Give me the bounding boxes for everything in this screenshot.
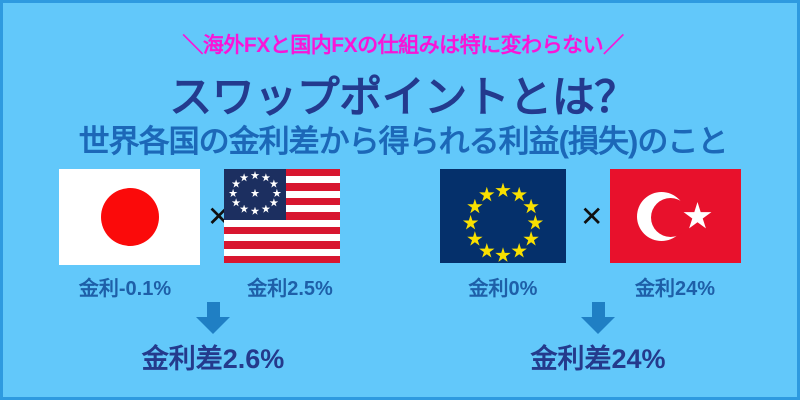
- flag-row: ✕ 金利0% 金利24%: [428, 169, 768, 300]
- page-title: スワップポイントとは？: [169, 74, 637, 122]
- multiply-symbol-right: ✕: [580, 201, 604, 232]
- flag-slot-japan: [59, 169, 200, 265]
- eyebrow-text: ＼海外FXと国内FXの仕組みは特に変わらない／: [182, 34, 624, 57]
- rate-difference-left: 金利差2.6%: [141, 344, 285, 374]
- flag-slot-usa: [224, 169, 340, 263]
- flag-slot-turkey: [610, 169, 741, 263]
- currency-pair-jpy-usd: ✕: [43, 169, 383, 374]
- turkey-flag: [610, 169, 741, 263]
- rate-label-usa: 金利2.5%: [247, 278, 333, 300]
- down-arrow-icon: [581, 302, 615, 334]
- usa-flag: [224, 169, 340, 263]
- down-arrow-icon: [196, 302, 230, 334]
- subtitle-text: 世界各国の金利差から得られる利益(損失)のこと: [78, 124, 729, 159]
- arrow-wrap-right: [428, 302, 768, 334]
- flag-row: ✕: [43, 169, 383, 300]
- currency-pair-eur-try: ✕ 金利0% 金利24% 金利差24%: [428, 169, 768, 374]
- flag-slot-eu: [440, 169, 566, 263]
- rate-label-turkey: 金利24%: [634, 278, 716, 300]
- rate-difference-right: 金利差24%: [530, 344, 666, 374]
- rate-label-eu: 金利0%: [468, 278, 538, 300]
- japan-sun-disc-icon: [100, 188, 159, 246]
- arrow-wrap-left: [43, 302, 383, 334]
- japan-flag: [59, 169, 200, 265]
- eu-flag: [440, 169, 566, 263]
- rate-label-japan: 金利-0.1%: [78, 278, 172, 300]
